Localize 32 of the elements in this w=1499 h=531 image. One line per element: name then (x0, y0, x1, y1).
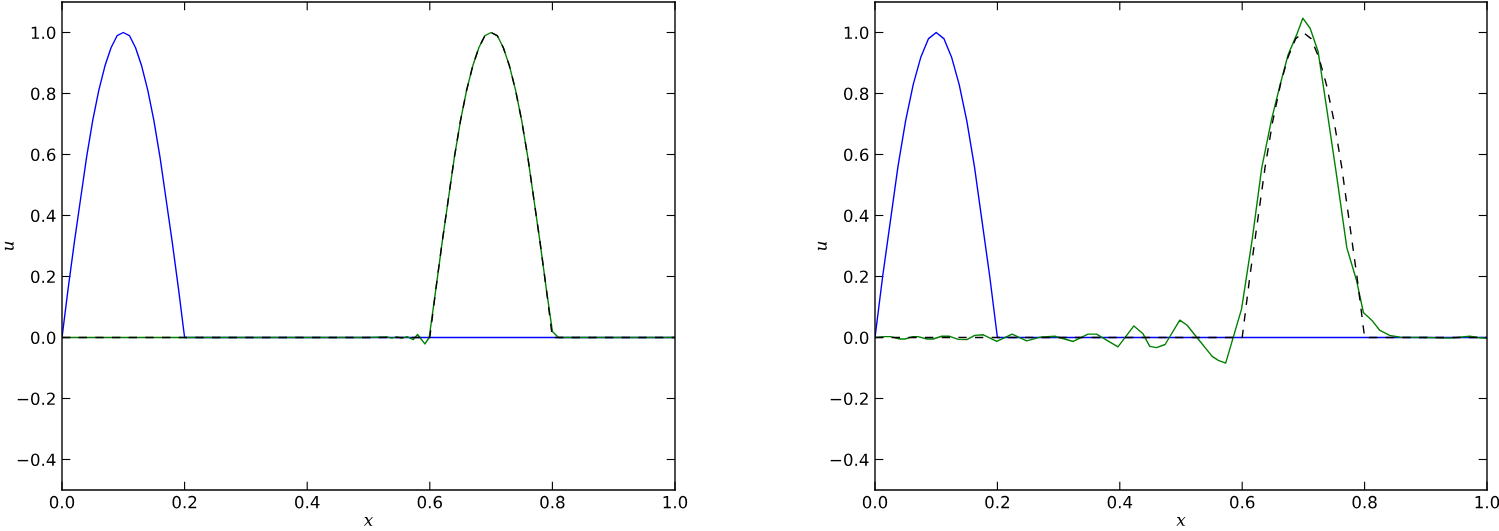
y-axis-title: u (817, 241, 827, 251)
x-tick-label: 0.6 (1230, 495, 1255, 509)
y-tick-label: 1.0 (844, 26, 869, 40)
y-tick-label: 0.8 (844, 87, 869, 101)
y-tick-label: 0.6 (31, 148, 56, 162)
x-tick-label: 0.4 (295, 495, 320, 509)
y-tick-label: 0.4 (31, 209, 56, 223)
x-axis-title: x (1176, 517, 1186, 526)
y-axis-title: u (4, 241, 14, 251)
y-tick-label: 1.0 (31, 26, 56, 40)
x-tick-label: 0.8 (540, 495, 565, 509)
y-tick-label: −0.4 (17, 453, 56, 467)
x-axis-title: x (363, 517, 373, 526)
x-tick-label: 1.0 (663, 495, 688, 509)
y-tick-label: −0.4 (830, 453, 869, 467)
y-tick-label: −0.2 (830, 392, 868, 406)
x-tick-label: 0.8 (1352, 495, 1377, 509)
y-tick-label: 0.8 (31, 87, 56, 101)
x-tick-label: 0.0 (49, 495, 75, 509)
y-tick-label: 0.0 (31, 331, 56, 345)
y-tick-label: 0.6 (844, 148, 869, 162)
y-tick-label: 0.4 (844, 209, 869, 223)
y-tick-label: 0.2 (844, 270, 868, 284)
y-tick-label: 0.0 (844, 331, 869, 345)
x-tick-label: 0.4 (1107, 495, 1133, 509)
y-tick-label: −0.2 (17, 392, 55, 406)
x-tick-label: 0.2 (172, 495, 197, 509)
y-tick-label: 0.2 (31, 270, 55, 284)
x-tick-label: 0.6 (417, 495, 442, 509)
x-tick-label: 0.0 (862, 495, 888, 509)
x-tick-label: 1.0 (1475, 495, 1499, 509)
x-tick-label: 0.2 (985, 495, 1009, 509)
